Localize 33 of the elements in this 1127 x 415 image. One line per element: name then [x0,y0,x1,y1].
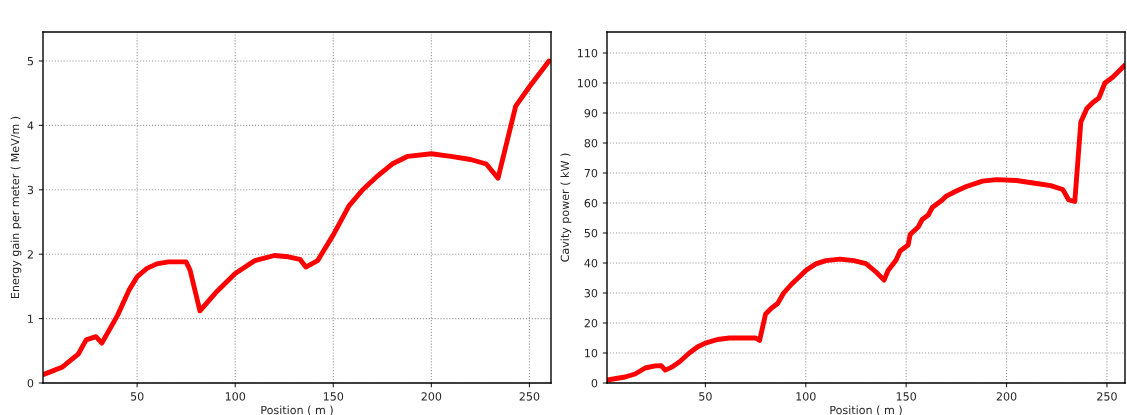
y-axis-title: Cavity power ( kW ) [560,153,572,262]
line-series [43,58,551,378]
y-tick-label: 1 [28,314,33,323]
x-tick-label: 50 [130,392,144,401]
y-tick-label: 3 [27,185,34,195]
x-tick-label: 200 [996,392,1017,401]
y-tick-label: 70 [584,168,598,178]
y-axis-title: Energy gain per meter ( MeV/m ) [10,116,22,299]
x-tick-label: 50 [699,392,712,401]
y-tick-label: 40 [584,258,598,268]
y-tick-label: 20 [584,318,598,328]
x-tick-label: 200 [421,392,442,401]
x-tick-label: 250 [1097,392,1117,401]
y-tick-label: 4 [27,121,34,130]
y-tick-label: 60 [584,198,598,208]
x-tick-label: 100 [796,392,816,401]
x-tick-label: 250 [519,392,540,401]
y-tick-label: 0 [27,378,34,388]
y-tick-label: 0 [591,378,598,388]
y-tick-label: 80 [584,138,598,148]
x-tick-label: 150 [323,392,344,401]
y-tick-label: 90 [584,108,598,118]
x-axis-title: Position ( m ) [830,405,902,415]
x-tick-label: 100 [225,392,246,401]
y-tick-label: 30 [584,288,598,298]
y-tick-label: 10 [585,348,598,358]
y-tick-label: 2 [27,250,33,259]
y-tick-label: 50 [584,228,598,238]
y-tick-label: 5 [27,57,33,66]
x-tick-label: 150 [896,392,917,401]
x-axis-title: Position ( m ) [261,405,333,415]
y-tick-label: 100 [577,78,598,88]
y-tick-label: 110 [577,48,598,58]
